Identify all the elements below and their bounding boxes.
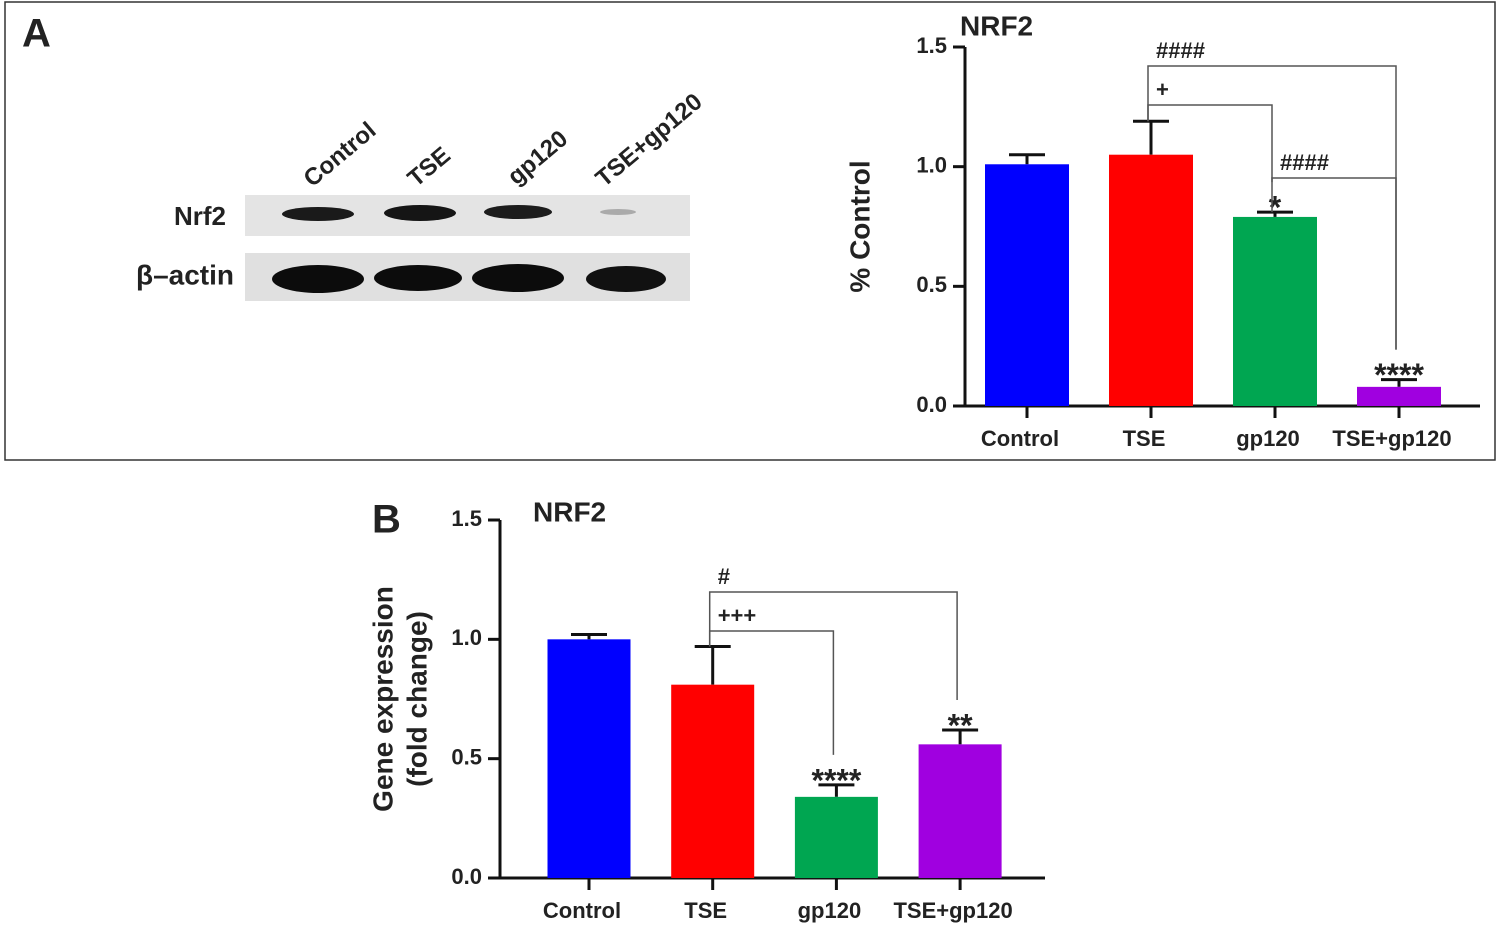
y-tick-label: 1.0	[451, 625, 482, 650]
x-tick-label: Control	[543, 898, 621, 923]
bar	[671, 684, 755, 878]
bracket-label: #	[718, 564, 730, 589]
blot-band	[272, 265, 364, 293]
x-tick-label: gp120	[798, 898, 862, 923]
x-tick-label: TSE	[1123, 426, 1166, 451]
blot-band	[472, 264, 564, 292]
bar	[1109, 154, 1193, 406]
panel-label: B	[372, 498, 401, 542]
blot-band	[484, 205, 552, 219]
blot-row-label: β–actin	[136, 259, 234, 290]
blot-lane-label: gp120	[503, 125, 573, 190]
bar	[985, 164, 1069, 406]
bar	[1357, 386, 1441, 406]
x-tick-label: TSE+gp120	[1332, 426, 1451, 451]
significance-label: ****	[811, 762, 861, 798]
significance-bracket	[1147, 104, 1273, 183]
chart-title: NRF2	[960, 10, 1033, 41]
y-tick-label: 0.0	[916, 392, 947, 417]
blot-row-label: Nrf2	[174, 201, 226, 231]
x-tick-label: TSE+gp120	[893, 898, 1012, 923]
y-axis-label: % Control	[844, 160, 875, 292]
bar	[1233, 216, 1317, 406]
blot-band	[374, 265, 462, 291]
y-tick-label: 0.5	[916, 272, 947, 297]
blot-lane-label: TSE	[403, 142, 456, 193]
bracket-label: ####	[1280, 150, 1329, 175]
y-tick-label: 0.0	[451, 864, 482, 889]
blot-band	[600, 209, 636, 215]
bracket-label: ####	[1156, 38, 1205, 63]
bracket-label: +++	[718, 603, 757, 628]
blot-band	[384, 205, 456, 221]
x-tick-label: TSE	[684, 898, 727, 923]
significance-label: *	[1269, 190, 1282, 226]
bar	[794, 796, 878, 878]
blot-band	[282, 207, 354, 221]
y-tick-label: 0.5	[451, 744, 482, 769]
significance-bracket	[708, 591, 958, 701]
y-tick-label: 1.5	[916, 33, 947, 58]
bracket-label: +	[1156, 77, 1169, 102]
blot-lane-label: TSE+gp120	[591, 88, 708, 192]
bar	[547, 639, 631, 878]
y-axis-label: Gene expression	[367, 586, 398, 812]
x-tick-label: gp120	[1236, 426, 1300, 451]
significance-label: **	[948, 707, 973, 743]
blot-band	[586, 266, 666, 292]
y-axis-label: (fold change)	[401, 611, 432, 787]
panel-label: A	[22, 12, 51, 56]
y-tick-label: 1.5	[451, 506, 482, 531]
blot-lane-label: Control	[299, 117, 382, 193]
x-tick-label: Control	[981, 426, 1059, 451]
bar	[918, 744, 1002, 878]
significance-bracket	[708, 630, 835, 755]
significance-bracket	[1271, 177, 1397, 350]
significance-label: ****	[1374, 357, 1424, 393]
chart-title: NRF2	[533, 496, 606, 527]
panel-frame	[4, 1, 1496, 461]
y-tick-label: 1.0	[916, 152, 947, 177]
